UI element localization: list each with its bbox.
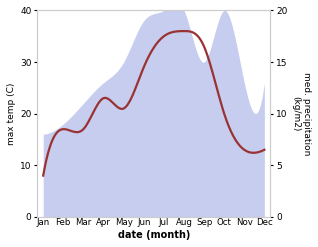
X-axis label: date (month): date (month)	[118, 230, 190, 240]
Y-axis label: max temp (C): max temp (C)	[7, 82, 16, 145]
Y-axis label: med. precipitation
(kg/m2): med. precipitation (kg/m2)	[292, 72, 311, 155]
